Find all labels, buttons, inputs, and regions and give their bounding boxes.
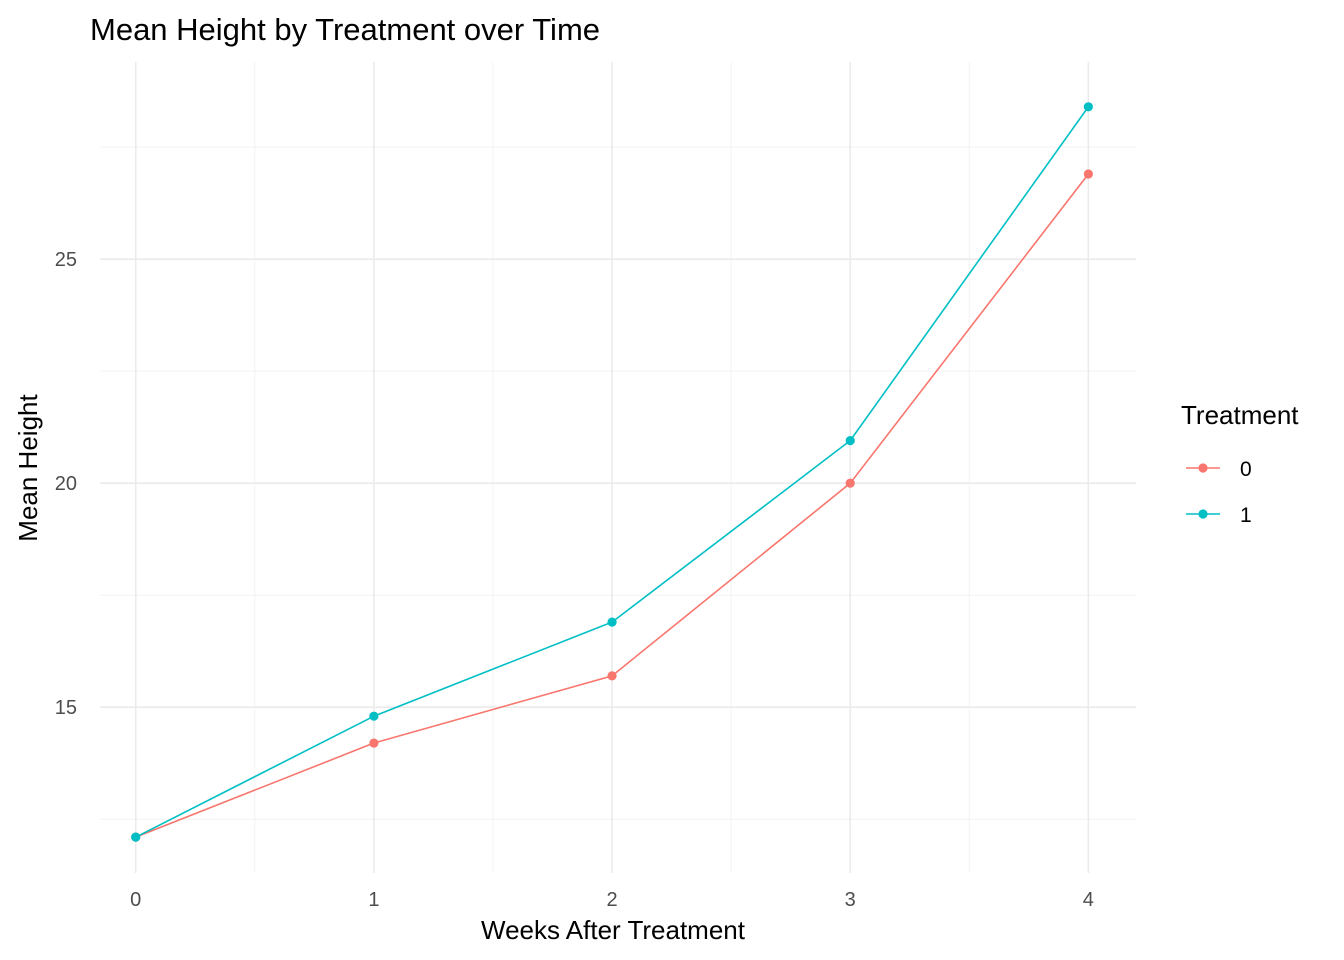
x-tick-label: 0 [130, 889, 141, 911]
data-point [1083, 102, 1093, 112]
legend: Treatment 01 [1181, 400, 1299, 527]
x-tick-label: 3 [845, 889, 856, 911]
data-point [607, 671, 617, 681]
legend-label: 0 [1240, 458, 1252, 481]
legend-items: 01 [1186, 458, 1252, 527]
y-axis-ticks: 15 20 25 [55, 249, 77, 719]
legend-item-0: 0 [1186, 458, 1252, 481]
series-1 [131, 102, 1093, 842]
chart-title: Mean Height by Treatment over Time [90, 12, 600, 47]
data-point [369, 738, 379, 748]
x-axis-ticks: 0 1 2 3 4 [130, 889, 1094, 911]
data-point [1083, 169, 1093, 179]
data-point [607, 617, 617, 627]
y-tick-label: 15 [55, 697, 77, 719]
x-axis-label: Weeks After Treatment [481, 915, 746, 945]
legend-key-point [1198, 509, 1208, 519]
plot-area [100, 62, 1136, 873]
y-tick-label: 25 [55, 249, 77, 271]
y-tick-label: 20 [55, 473, 77, 495]
data-point [131, 832, 141, 842]
series-layer [131, 102, 1093, 842]
gridlines [100, 62, 1136, 873]
x-tick-label: 4 [1083, 889, 1094, 911]
legend-title: Treatment [1181, 400, 1299, 430]
x-tick-label: 1 [368, 889, 379, 911]
data-point [369, 711, 379, 721]
legend-key-point [1198, 463, 1208, 473]
data-point [845, 436, 855, 446]
y-axis-label: Mean Height [13, 394, 43, 542]
legend-item-1: 1 [1186, 504, 1252, 527]
legend-label: 1 [1240, 504, 1252, 527]
data-point [845, 478, 855, 488]
x-tick-label: 2 [606, 889, 617, 911]
